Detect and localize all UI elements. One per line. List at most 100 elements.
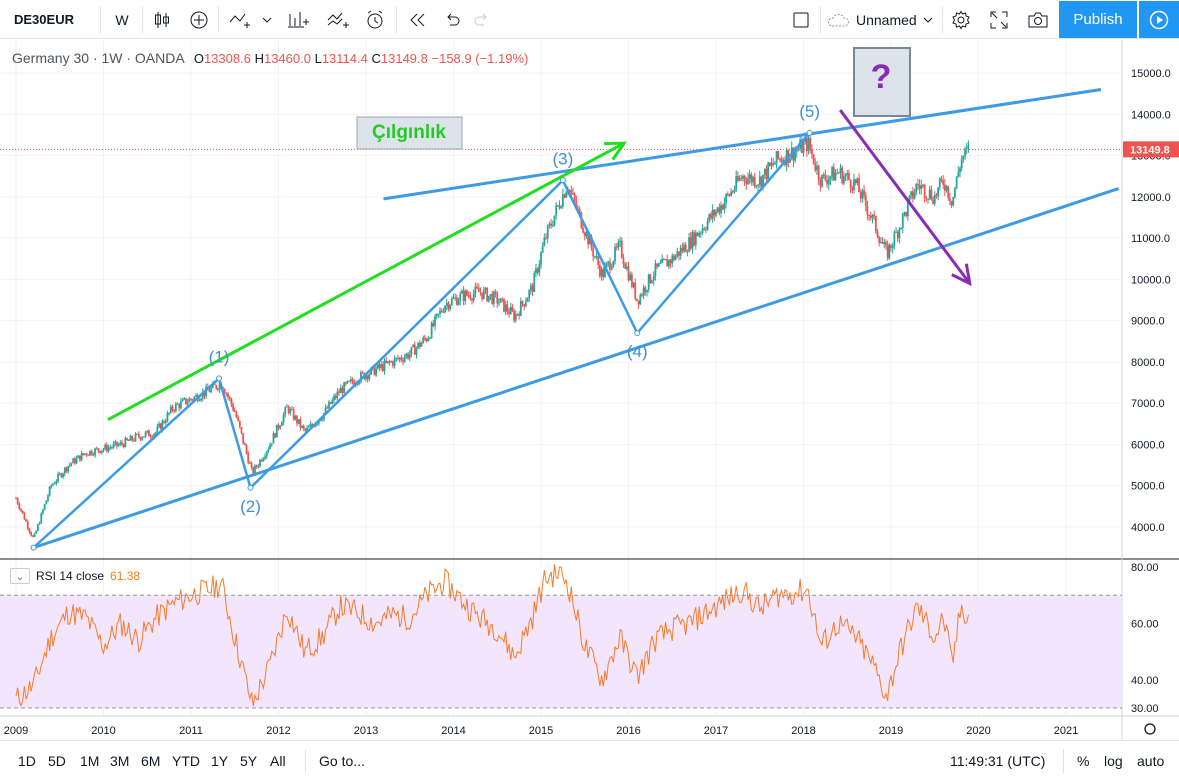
candle — [583, 232, 586, 237]
range-button-ytd[interactable]: YTD — [172, 753, 200, 769]
chart-settings-gear-icon[interactable] — [1144, 723, 1156, 735]
purple-arrow-head — [951, 263, 972, 287]
candle — [339, 387, 342, 393]
candle — [528, 290, 531, 299]
candle — [440, 310, 443, 312]
candle — [848, 173, 850, 180]
range-button-6m[interactable]: 6M — [141, 753, 161, 769]
candle — [482, 289, 485, 299]
candle — [943, 184, 946, 191]
candle — [521, 301, 524, 305]
range-button-1y[interactable]: 1Y — [211, 753, 229, 769]
range-button-1d[interactable]: 1D — [18, 753, 36, 769]
candle — [297, 419, 300, 424]
redo-icon[interactable] — [468, 0, 496, 39]
candle — [31, 535, 34, 537]
candle — [95, 448, 98, 450]
candle — [353, 382, 356, 385]
camera-icon[interactable] — [1022, 0, 1054, 39]
candle — [890, 244, 892, 248]
percent-scale-toggle[interactable]: % — [1077, 753, 1090, 769]
candle — [501, 298, 504, 300]
candle — [33, 533, 36, 537]
candle — [280, 422, 283, 426]
toolbar-divider — [100, 6, 101, 33]
fullscreen-icon[interactable] — [984, 0, 1014, 39]
candle — [839, 167, 842, 174]
fullscreen-box-icon[interactable] — [786, 0, 816, 39]
candle — [545, 237, 547, 239]
candle — [676, 251, 679, 256]
candle — [242, 432, 245, 444]
compare-symbol-icon[interactable] — [322, 0, 354, 39]
candle — [568, 190, 571, 192]
goto-date-button[interactable]: Go to... — [319, 753, 365, 769]
interval-button[interactable]: W — [115, 11, 129, 28]
lower-channel-line — [33, 187, 1119, 550]
candle — [405, 353, 408, 358]
candle — [750, 174, 753, 183]
candle — [863, 190, 865, 196]
candle-style-icon[interactable] — [148, 0, 176, 39]
range-button-5d[interactable]: 5D — [48, 753, 66, 769]
candle — [508, 311, 510, 315]
candle — [927, 198, 929, 200]
settings-gear-icon[interactable] — [946, 0, 976, 39]
candle — [661, 258, 664, 264]
candle — [533, 273, 536, 292]
chart-area[interactable]: 4000.0 5000.0 6000.0 7000.0 8000.0 9000.0 1000… — [0, 40, 1179, 740]
symbol-search-button[interactable]: DE30EUR — [14, 12, 74, 27]
candle — [773, 163, 776, 165]
candle — [575, 201, 578, 209]
candle — [726, 194, 729, 196]
candle — [284, 407, 287, 415]
range-button-5y[interactable]: 5Y — [240, 753, 258, 769]
undo-icon[interactable] — [438, 0, 466, 39]
candle — [425, 338, 428, 342]
clock-timezone-button[interactable]: 11:49:31 (UTC) — [950, 753, 1046, 769]
range-button-all[interactable]: All — [270, 753, 286, 769]
candle — [686, 251, 689, 253]
chevron-down-icon[interactable] — [258, 0, 276, 39]
candle — [89, 450, 91, 456]
top-toolbar: DE30EUR W Unnamed — [0, 0, 1179, 39]
candle — [464, 290, 467, 302]
range-button-3m[interactable]: 3M — [110, 753, 130, 769]
open-label: O — [193, 51, 204, 66]
publish-button[interactable]: Publish — [1059, 1, 1137, 38]
candle — [725, 194, 727, 203]
candle — [602, 269, 605, 278]
candle — [466, 290, 468, 296]
candle — [407, 353, 409, 359]
candle — [378, 363, 381, 368]
candle — [513, 311, 515, 321]
compare-add-icon[interactable] — [184, 0, 214, 39]
candle — [193, 396, 196, 401]
collapse-icon[interactable]: ⌄ — [10, 568, 30, 584]
replay-icon[interactable] — [402, 0, 432, 39]
candle — [129, 435, 132, 441]
candle — [418, 342, 421, 347]
candle — [100, 450, 103, 453]
candle — [684, 244, 687, 253]
candle — [654, 263, 657, 277]
candle — [385, 360, 388, 363]
financials-icon[interactable] — [282, 0, 314, 39]
chart-canvas[interactable]: 4000.0 5000.0 6000.0 7000.0 8000.0 9000.0 1000… — [0, 40, 1179, 740]
auto-scale-toggle[interactable]: auto — [1137, 753, 1165, 769]
range-button-1m[interactable]: 1M — [80, 753, 100, 769]
candle — [674, 255, 677, 261]
candle — [928, 189, 931, 199]
candle — [703, 228, 706, 230]
candle — [885, 242, 887, 246]
candle — [240, 427, 243, 433]
indicators-icon[interactable] — [224, 0, 256, 39]
candle — [361, 372, 364, 374]
candle — [620, 240, 623, 258]
publish-play-icon[interactable] — [1139, 1, 1179, 38]
alert-clock-icon[interactable] — [360, 0, 392, 39]
candle — [535, 268, 537, 274]
log-scale-toggle[interactable]: log — [1104, 753, 1123, 769]
crazy-label-box — [356, 116, 463, 150]
layout-menu-button[interactable]: Unnamed — [826, 0, 938, 39]
